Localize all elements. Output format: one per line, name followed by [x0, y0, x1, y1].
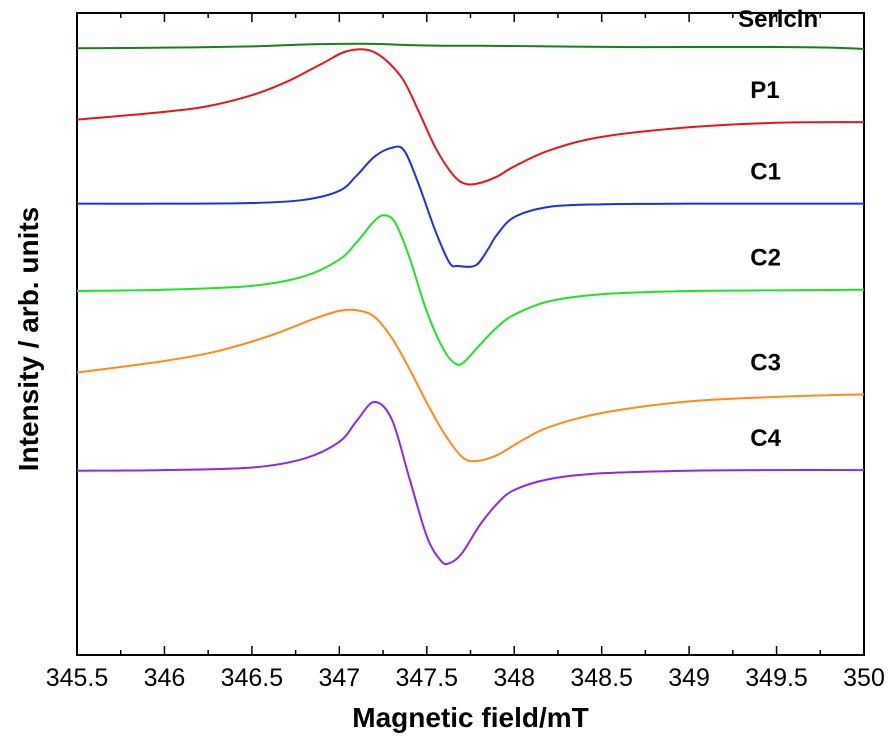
x-tick-label-349-5: 349.5 [745, 664, 808, 692]
series-label-sericin: Sericin [738, 6, 818, 33]
x-tick-label-350: 350 [843, 664, 885, 692]
plot-area: Sericin P1 C1 C2 C3 C4 [76, 6, 865, 656]
x-tick-label-346: 346 [144, 664, 186, 692]
series-line-c3 [76, 308, 865, 463]
x-tick-label-347: 347 [318, 664, 360, 692]
x-tick-label-348-5: 348.5 [570, 664, 633, 692]
x-tick-label-349: 349 [668, 664, 710, 692]
axis-ticks [76, 13, 865, 655]
series-label-c4: C4 [750, 425, 781, 452]
series-label-c2: C2 [750, 245, 781, 272]
series-label-c3: C3 [750, 349, 781, 376]
plot-frame [76, 12, 865, 656]
x-tick-label-348: 348 [493, 664, 535, 692]
series-line-sericin [76, 42, 865, 50]
y-axis-title: Intensity / arb. units [13, 207, 44, 471]
series-label-c1: C1 [750, 159, 781, 186]
x-tick-label-347-5: 347.5 [395, 664, 458, 692]
series-line-c1 [76, 145, 864, 268]
x-axis-title: Magnetic field/mT [352, 702, 588, 733]
series-lines [76, 42, 865, 566]
series-label-p1: P1 [750, 77, 779, 104]
x-tick-labels: 345.5 346 346.5 347 347.5 348 348.5 349 349.5 350 [46, 664, 885, 692]
series-line-c4 [76, 401, 865, 566]
x-tick-label-346-5: 346.5 [221, 664, 284, 692]
series-labels: Sericin P1 C1 C2 C3 C4 [738, 6, 818, 452]
series-line-c2 [76, 214, 865, 366]
x-tick-label-345-5: 345.5 [46, 664, 109, 692]
series-line-p1 [76, 48, 865, 186]
